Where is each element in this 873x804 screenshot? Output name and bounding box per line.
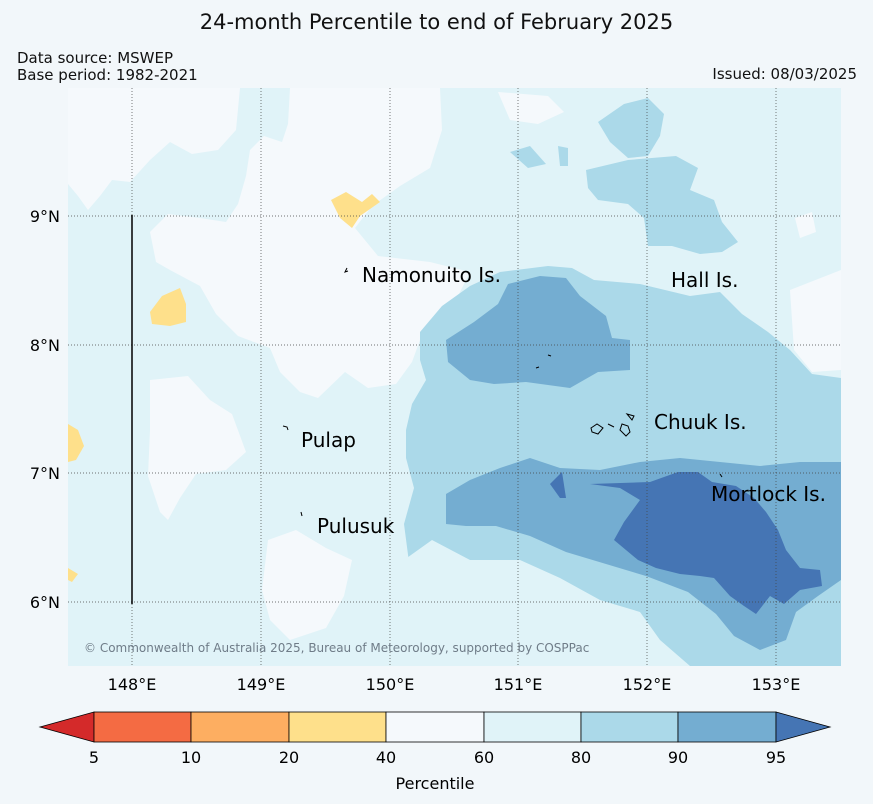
band-40-60-west — [68, 88, 240, 210]
band-80-90-hall — [598, 98, 664, 158]
island-chuuk-3 — [619, 423, 631, 437]
band-20-40-patch-3 — [68, 424, 84, 462]
island-pulusuk — [300, 511, 303, 517]
colorbar-label: Percentile — [396, 774, 475, 793]
band-40-60-inner — [148, 376, 246, 520]
colorbar-tick-10: 10 — [181, 748, 201, 767]
map-panel[interactable]: Namonuito Is. Hall Is. Pulap Chuuk Is. P… — [68, 88, 841, 666]
lat-tick-8: 8°N — [30, 336, 60, 355]
colorbar-10-20 — [190, 711, 290, 743]
label-pulusuk: Pulusuk — [317, 514, 395, 538]
colorbar-tick-20: 20 — [279, 748, 299, 767]
band-80-90-northeast — [586, 156, 738, 254]
band-80-90-small — [510, 146, 546, 168]
lon-tick-148: 148°E — [108, 675, 157, 694]
map-title: 24-month Percentile to end of February 2… — [199, 10, 674, 34]
band-40-60-center — [150, 88, 470, 398]
label-chuuk: Chuuk Is. — [654, 410, 747, 434]
data-source-text: Data source: MSWEP — [17, 49, 174, 67]
island-small-1 — [547, 354, 552, 357]
colorbar-60-80 — [483, 711, 582, 743]
colorbar-tick-60: 60 — [474, 748, 494, 767]
island-chuuk-4 — [625, 413, 635, 421]
lat-tick-labels: 9°N 8°N 7°N 6°N — [30, 207, 60, 612]
lon-tick-labels: 148°E 149°E 150°E 151°E 152°E 153°E — [108, 675, 801, 694]
colorbar-40-60 — [385, 711, 485, 743]
colorbar-tick-80: 80 — [571, 748, 591, 767]
base-period-text: Base period: 1982-2021 — [17, 66, 198, 84]
colorbar-90-95 — [677, 711, 777, 743]
lat-tick-7: 7°N — [30, 464, 60, 483]
island-small-2 — [535, 366, 540, 369]
lat-tick-6: 6°N — [30, 593, 60, 612]
band-above-95 — [590, 472, 822, 614]
colorbar-tick-40: 40 — [376, 748, 396, 767]
label-namonuito: Namonuito Is. — [362, 263, 501, 287]
colorbar-above-95 — [775, 711, 832, 743]
meta-left: Data source: MSWEP Base period: 1982-202… — [17, 50, 198, 84]
lon-tick-151: 151°E — [494, 675, 543, 694]
colorbar-tick-5: 5 — [89, 748, 99, 767]
lon-tick-153: 153°E — [752, 675, 801, 694]
label-pulap: Pulap — [301, 428, 356, 452]
band-40-60-south — [262, 530, 352, 640]
label-mortlock: Mortlock Is. — [711, 482, 826, 506]
band-90-95-north — [446, 276, 630, 388]
colorbar-5-10 — [93, 711, 192, 743]
colorbar-80-90 — [580, 711, 679, 743]
label-hall: Hall Is. — [671, 268, 738, 292]
issued-date-text: Issued: 08/03/2025 — [712, 65, 857, 83]
band-60-80-southwest-cut — [404, 540, 690, 666]
colorbar — [38, 711, 832, 743]
lon-tick-150: 150°E — [366, 675, 415, 694]
colorbar-ticks: 5 10 20 40 60 80 90 95 — [89, 748, 786, 767]
island-mortlock — [719, 473, 723, 478]
colorbar-tick-90: 90 — [668, 748, 688, 767]
band-40-60-patch — [498, 92, 564, 124]
island-chuuk-1 — [590, 423, 604, 435]
island-chuuk-2 — [607, 423, 615, 428]
band-20-40-patch-2 — [150, 288, 186, 326]
lat-tick-9: 9°N — [30, 207, 60, 226]
band-above-95-west — [550, 472, 566, 498]
band-20-40-patch-1 — [331, 192, 380, 228]
island-namonuito — [344, 267, 349, 273]
island-outlines — [282, 267, 723, 517]
band-40-60-ne — [790, 270, 841, 372]
island-pulap — [282, 425, 289, 431]
colorbar-below-5 — [38, 711, 95, 743]
band-20-40-patch-4 — [68, 568, 78, 582]
band-80-90-tiny — [558, 146, 568, 166]
colorbar-20-40 — [288, 711, 387, 743]
lon-tick-149: 149°E — [237, 675, 286, 694]
lon-tick-152: 152°E — [623, 675, 672, 694]
colorbar-tick-95: 95 — [766, 748, 786, 767]
copyright-text: © Commonwealth of Australia 2025, Bureau… — [84, 641, 589, 655]
band-40-60-ne2 — [795, 212, 816, 238]
